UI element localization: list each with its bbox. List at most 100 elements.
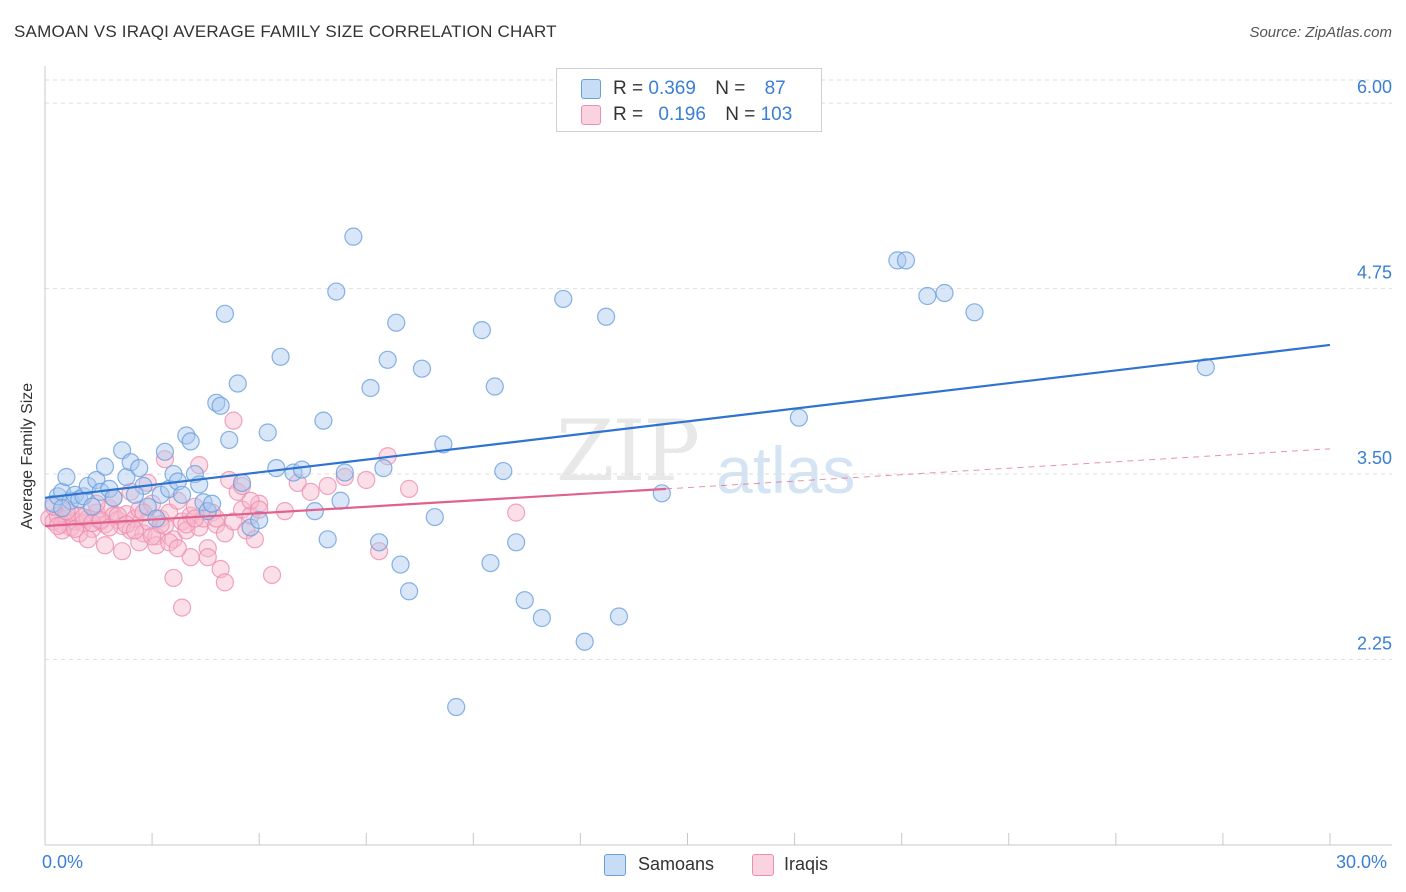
- iraqi-point-81: [357, 470, 376, 490]
- samoan-point-53: [335, 463, 354, 482]
- samoan-point-42: [250, 510, 269, 530]
- samoan-point-63: [425, 507, 444, 527]
- correlation-legend: R = 0.369 N = 87 R = 0.196 N = 103: [556, 68, 822, 132]
- y-tick-label-3: 6.00: [1357, 77, 1392, 97]
- samoan-point-73: [554, 289, 573, 309]
- samoan-point-75: [597, 307, 616, 326]
- samoan-point-39: [228, 374, 247, 393]
- samoans-n-label: N =: [715, 78, 746, 99]
- samoan-point-85: [53, 499, 72, 518]
- samoan-point-70: [507, 533, 526, 552]
- iraqis-r-value: 0.196: [658, 104, 706, 125]
- samoan-point-16: [117, 467, 136, 487]
- samoan-point-47: [292, 460, 312, 479]
- samoan-point-74: [575, 632, 594, 651]
- y-axis-title: Average Family Size: [19, 382, 36, 530]
- samoan-trend-line: [44, 343, 1331, 499]
- samoans-r-value: 0.369: [648, 78, 696, 99]
- samoan-point-43: [258, 423, 277, 442]
- samoan-point-62: [412, 359, 432, 378]
- iraqi-point-65: [172, 598, 192, 617]
- samoan-point-12: [95, 457, 115, 476]
- samoan-point-36: [211, 396, 230, 415]
- iraqi-point-75: [262, 565, 282, 585]
- iraqi-point-67: [190, 456, 209, 475]
- samoans-swatch: [581, 79, 601, 99]
- samoan-point-65: [447, 697, 466, 717]
- samoan-point-71: [515, 591, 534, 610]
- y-tick-label-2: 4.75: [1357, 263, 1392, 283]
- iraqi-point-77: [288, 473, 307, 493]
- samoan-point-52: [331, 491, 350, 510]
- samoan-point-14: [104, 488, 123, 507]
- samoan-point-59: [387, 313, 406, 332]
- iraqi-point-48: [245, 530, 264, 549]
- samoan-point-45: [271, 347, 290, 366]
- samoan-point-69: [494, 461, 513, 481]
- samoan-point-81: [918, 286, 937, 306]
- iraqi-point-58: [112, 542, 132, 561]
- samoan-point-61: [399, 582, 419, 601]
- iraqis-r-label: R =: [613, 104, 644, 125]
- iraqis-n-label: N =: [725, 104, 756, 125]
- samoan-point-64: [434, 435, 453, 454]
- samoan-point-34: [202, 494, 222, 513]
- samoan-point-67: [481, 553, 500, 573]
- iraqi-point-78: [301, 482, 320, 501]
- iraqi-point-71: [224, 411, 243, 430]
- x-tick-label-min: 0.0%: [42, 852, 84, 872]
- samoan-point-23: [155, 442, 175, 461]
- iraqi-point-56: [95, 536, 115, 555]
- bottom-samoans-label: Samoans: [638, 854, 715, 874]
- samoan-point-54: [344, 227, 363, 246]
- samoan-point-83: [965, 303, 984, 322]
- samoan-point-57: [374, 459, 393, 478]
- iraqi-point-64: [164, 568, 183, 588]
- samoan-point-44: [267, 459, 286, 478]
- samoan-point-77: [652, 484, 671, 503]
- iraqi-point-70: [215, 573, 234, 592]
- samoan-point-60: [391, 555, 410, 574]
- iraqi-point-63: [155, 450, 175, 469]
- bottom-iraqis-label: Iraqis: [784, 854, 829, 874]
- iraqi-point-100: [168, 539, 187, 558]
- samoan-point-30: [185, 464, 205, 484]
- chart-title: SAMOAN VS IRAQI AVERAGE FAMILY SIZE CORR…: [14, 22, 557, 41]
- iraqi-point-79: [318, 476, 337, 496]
- samoan-point-56: [370, 533, 389, 552]
- watermark-zip: ZIP: [556, 402, 700, 500]
- samoan-point-51: [327, 282, 346, 301]
- iraqi-point-95: [125, 521, 145, 540]
- samoan-point-80: [896, 251, 916, 270]
- iraqi-trend-line: [44, 487, 667, 528]
- samoan-point-27: [172, 485, 192, 504]
- bottom-iraqis-swatch: [752, 854, 774, 876]
- samoan-point-58: [378, 350, 397, 369]
- samoans-r-label: R =: [613, 78, 644, 99]
- watermark-atlas: atlas: [716, 433, 856, 507]
- x-tick-label-max: 30.0%: [1336, 852, 1388, 872]
- samoan-point-9: [83, 497, 102, 516]
- samoan-point-18: [130, 459, 149, 478]
- samoan-point-37: [215, 304, 234, 323]
- samoan-point-49: [314, 411, 333, 430]
- samoan-point-29: [181, 432, 200, 451]
- samoan-point-55: [361, 378, 380, 398]
- source-label: Source: ZipAtlas.com: [1249, 24, 1392, 41]
- samoan-point-66: [472, 321, 491, 340]
- samoan-point-3: [57, 467, 76, 487]
- iraqis-n-value: 103: [760, 104, 793, 125]
- iraqi-point-68: [198, 548, 217, 567]
- samoan-point-38: [220, 430, 239, 450]
- samoan-point-82: [935, 283, 954, 303]
- iraqi-point-84: [399, 479, 419, 498]
- samoan-point-40: [232, 473, 252, 493]
- iraqi-point-85: [507, 503, 526, 522]
- y-tick-label-0: 2.25: [1357, 634, 1392, 654]
- y-tick-label-1: 3.50: [1357, 448, 1392, 468]
- samoan-point-76: [609, 607, 629, 626]
- samoan-point-78: [789, 408, 808, 427]
- iraqi-trend-extension: [666, 448, 1331, 490]
- iraqi-point-40: [211, 559, 230, 579]
